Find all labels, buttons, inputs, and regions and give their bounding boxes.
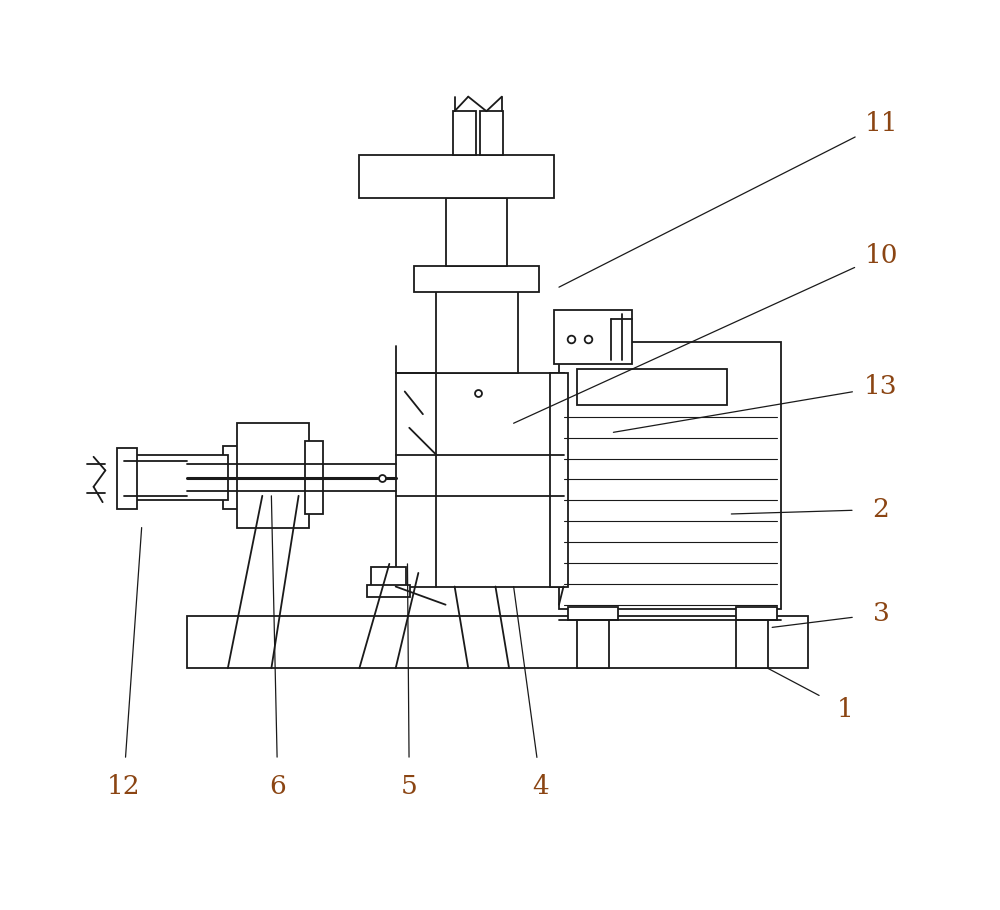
Bar <box>359 155 554 198</box>
Text: 3: 3 <box>873 602 889 626</box>
Text: 11: 11 <box>864 111 898 136</box>
Bar <box>367 585 410 598</box>
Bar <box>577 369 727 405</box>
Bar <box>237 423 309 528</box>
Text: 5: 5 <box>401 774 418 799</box>
Text: 10: 10 <box>864 243 898 268</box>
Bar <box>736 607 777 620</box>
Bar <box>559 341 781 609</box>
Bar <box>187 615 808 668</box>
Text: 12: 12 <box>107 774 140 799</box>
Bar <box>414 267 539 292</box>
Bar <box>554 309 632 364</box>
Bar <box>396 373 564 587</box>
Bar <box>736 620 768 668</box>
Bar <box>205 457 225 498</box>
Bar <box>446 198 507 267</box>
Text: 1: 1 <box>836 696 853 722</box>
Text: 2: 2 <box>873 497 889 522</box>
Bar <box>577 620 609 668</box>
Bar <box>223 446 278 510</box>
Bar <box>480 111 503 155</box>
Text: 4: 4 <box>532 774 549 799</box>
Bar <box>436 288 518 373</box>
Bar <box>453 111 476 155</box>
Bar <box>550 373 568 587</box>
Bar <box>305 441 323 514</box>
Text: 6: 6 <box>269 774 286 799</box>
Text: 13: 13 <box>864 374 898 399</box>
Bar <box>371 567 406 587</box>
Bar <box>568 607 618 620</box>
Bar <box>117 448 137 510</box>
Bar <box>133 455 228 501</box>
